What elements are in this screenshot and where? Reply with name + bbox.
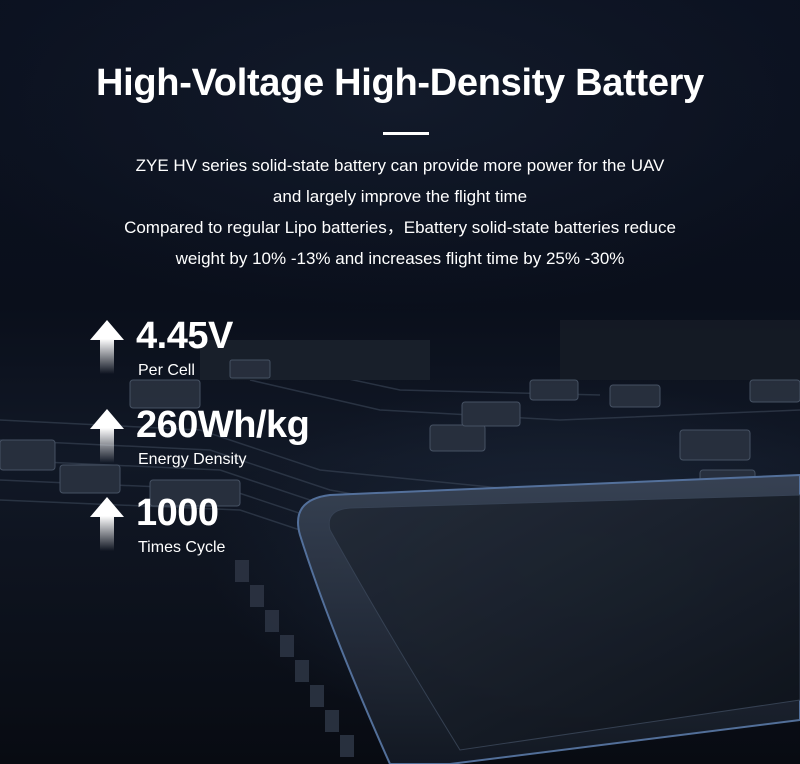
arrow-up-icon <box>90 497 124 551</box>
stat-value: 4.45V <box>136 315 233 357</box>
arrow-up-icon <box>90 409 124 463</box>
description-line: and largely improve the flight time <box>272 187 528 206</box>
stat-value: 260Wh/kg <box>136 404 310 446</box>
stat-label: Per Cell <box>138 362 195 379</box>
stat-energy-density: 260Wh/kg Energy Density <box>90 405 390 485</box>
stat-voltage: 4.45V Per Cell <box>90 316 390 396</box>
stat-label: Energy Density <box>138 451 247 468</box>
page-title: High-Voltage High-Density Battery <box>95 62 704 104</box>
description-line: ZYE HV series solid-state battery can pr… <box>135 156 665 175</box>
title-divider <box>383 132 429 135</box>
description-line: weight by 10% -13% and increases flight … <box>175 249 625 268</box>
arrow-up-icon <box>90 320 124 374</box>
stat-cycles: 1000 Times Cycle <box>90 493 390 573</box>
stat-label: Times Cycle <box>138 539 226 556</box>
description-line: Compared to regular Lipo batteries，Ebatt… <box>124 218 676 237</box>
description: ZYE HV series solid-state battery can pr… <box>0 150 800 274</box>
stat-value: 1000 <box>136 492 219 534</box>
circuit-board-image <box>0 320 800 764</box>
